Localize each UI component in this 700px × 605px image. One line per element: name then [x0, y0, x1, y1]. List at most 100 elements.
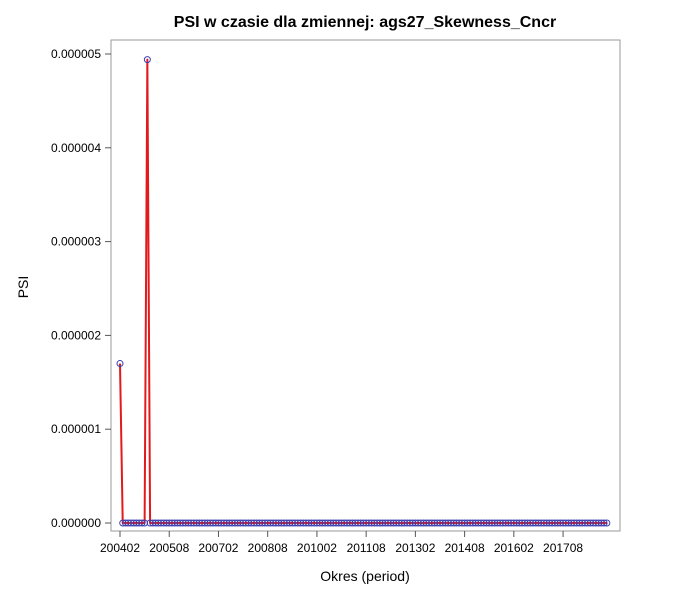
data-point	[480, 519, 488, 527]
data-point	[428, 519, 436, 527]
data-point	[469, 519, 477, 527]
x-axis-label: Okres (period)	[320, 568, 409, 584]
x-axis: 200402 200508 200702 200808 201002 201108 2013…	[100, 531, 583, 555]
data-point	[132, 519, 140, 527]
data-point	[124, 519, 132, 527]
data-point	[461, 519, 469, 527]
x-tick-label: 201108	[347, 541, 386, 555]
data-point	[537, 519, 545, 527]
data-point	[351, 519, 359, 527]
data-point	[584, 519, 592, 527]
data-point	[286, 519, 294, 527]
x-tick-label: 201708	[543, 541, 583, 555]
data-point	[141, 519, 149, 527]
data-point	[239, 519, 247, 527]
data-point	[253, 519, 261, 527]
data-point	[343, 519, 351, 527]
data-point	[198, 519, 206, 527]
data-point	[545, 519, 553, 527]
series-line	[119, 58, 607, 524]
data-point	[179, 519, 187, 527]
data-point	[135, 519, 143, 527]
data-point	[149, 519, 157, 527]
data-point	[472, 519, 480, 527]
data-point	[570, 519, 578, 527]
data-point	[324, 519, 332, 527]
data-point	[502, 519, 510, 527]
data-point	[307, 519, 315, 527]
data-point	[176, 519, 184, 527]
data-point	[195, 519, 203, 527]
data-point	[474, 519, 482, 527]
data-point	[146, 519, 154, 527]
data-point	[441, 519, 449, 527]
data-point	[247, 519, 255, 527]
data-point	[381, 519, 389, 527]
data-point	[504, 519, 512, 527]
data-point	[130, 519, 138, 527]
data-point	[507, 519, 515, 527]
data-point	[581, 519, 589, 527]
data-point	[466, 519, 474, 527]
data-point	[294, 519, 302, 527]
data-point	[439, 519, 447, 527]
y-tick-label: 0.000001	[51, 422, 101, 436]
data-point	[450, 519, 458, 527]
data-point	[321, 519, 329, 527]
data-point	[272, 519, 280, 527]
y-tick-label: 0.000004	[51, 141, 101, 155]
data-point	[335, 519, 343, 527]
y-tick-label: 0.000000	[51, 516, 101, 530]
data-point	[152, 519, 160, 527]
data-point	[283, 519, 291, 527]
data-point	[379, 519, 387, 527]
data-point	[245, 519, 253, 527]
data-point	[220, 519, 228, 527]
data-point	[316, 519, 324, 527]
series-layer	[116, 56, 611, 527]
data-point	[436, 519, 444, 527]
data-point	[600, 519, 608, 527]
x-tick-label: 200702	[198, 541, 238, 555]
data-point	[242, 519, 250, 527]
data-point	[299, 519, 307, 527]
y-tick-label: 0.000002	[51, 328, 101, 342]
data-point	[173, 519, 181, 527]
data-point	[447, 519, 455, 527]
data-point	[212, 519, 220, 527]
data-point	[403, 519, 411, 527]
data-point	[225, 519, 233, 527]
data-point	[223, 519, 231, 527]
data-point	[532, 519, 540, 527]
data-point	[280, 519, 288, 527]
data-point	[187, 519, 195, 527]
plot-area	[110, 39, 621, 532]
data-point	[373, 519, 381, 527]
data-point	[121, 519, 129, 527]
data-point	[165, 519, 173, 527]
data-point	[551, 519, 559, 527]
data-point	[556, 519, 564, 527]
data-point	[513, 519, 521, 527]
data-point	[567, 519, 575, 527]
data-point	[592, 519, 600, 527]
data-point	[332, 519, 340, 527]
x-tick-label: 201002	[297, 541, 337, 555]
data-point	[526, 519, 534, 527]
data-point	[193, 519, 201, 527]
y-axis-label: PSI	[15, 276, 31, 299]
data-point	[444, 519, 452, 527]
data-point	[595, 519, 603, 527]
data-point	[116, 360, 124, 368]
data-point	[409, 519, 417, 527]
data-point	[400, 519, 408, 527]
data-point	[305, 519, 313, 527]
data-point	[534, 519, 542, 527]
x-tick-label: 201302	[395, 541, 435, 555]
y-tick-label: 0.000005	[51, 47, 101, 61]
data-point	[190, 519, 198, 527]
data-point	[138, 519, 146, 527]
x-tick-label: 200402	[100, 541, 140, 555]
data-point	[291, 519, 299, 527]
